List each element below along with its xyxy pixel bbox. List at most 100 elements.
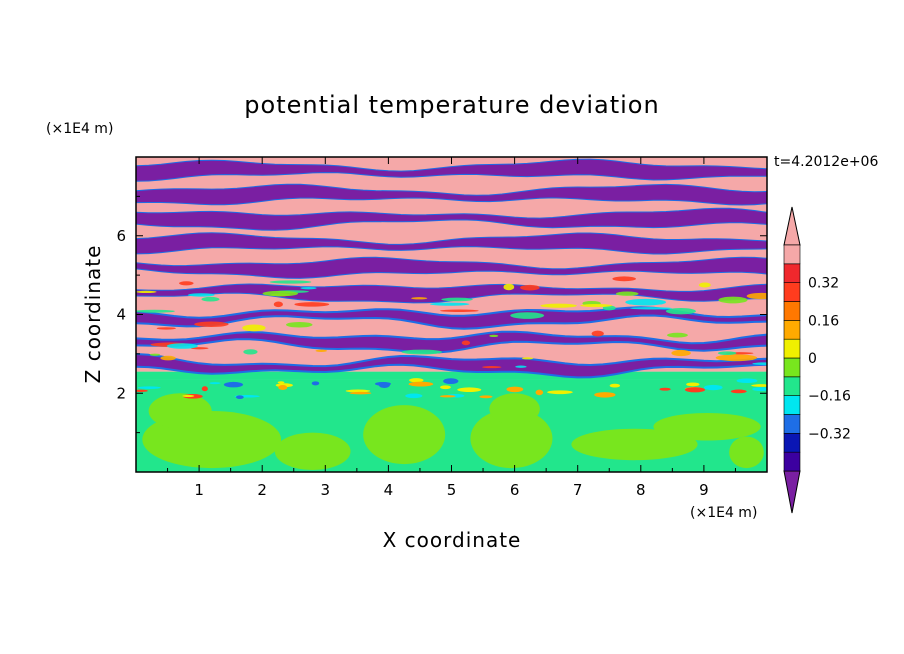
turbulent-lens [243, 349, 258, 355]
purple-band [136, 184, 767, 205]
colorbar-label: −0.32 [808, 426, 851, 442]
turbulent-lens [160, 355, 176, 361]
transition-blob [311, 381, 320, 386]
turbulent-lens [718, 296, 748, 304]
turbulent-lens [429, 302, 470, 306]
turbulent-lens [612, 276, 636, 282]
transition-blob [405, 393, 423, 399]
x-axis: 1 2 3 4 5 6 7 8 9 [167, 157, 736, 499]
turbulent-lens [515, 365, 527, 368]
turbulent-lens [166, 343, 198, 349]
colorbar-box [783, 433, 801, 453]
colorbar-box [783, 282, 801, 302]
colorbar-extend-max [783, 206, 801, 246]
y-unit-label: (×1E4 m) [46, 121, 113, 137]
turbulent-lens [411, 297, 428, 300]
x-unit-label: (×1E4 m) [690, 505, 757, 521]
turbulent-lens [439, 309, 479, 313]
x-tick-label: 2 [257, 481, 267, 499]
turbulent-lens [752, 362, 767, 365]
purple-band [136, 159, 767, 181]
y-tick-label: 6 [116, 227, 126, 245]
colorbar-label: −0.16 [808, 389, 851, 405]
transition-blob [277, 381, 285, 384]
turbulent-lens [136, 290, 157, 294]
transition-blob [278, 384, 288, 391]
transition-blob [686, 382, 700, 387]
x-tick-label: 8 [636, 481, 646, 499]
x-tick-label: 3 [321, 481, 331, 499]
purple-band [136, 355, 767, 377]
turbulent-lens [615, 291, 639, 296]
transition-blob [752, 387, 767, 392]
transition-blob [547, 390, 573, 395]
turbulent-lens [461, 340, 471, 346]
transition-blob [408, 381, 434, 387]
x-tick-label: 4 [384, 481, 394, 499]
turbulent-lens [179, 281, 194, 286]
x-axis-title: X coordinate [383, 528, 522, 552]
turbulent-lens [315, 349, 328, 352]
contour-field [136, 157, 767, 472]
transition-blob [594, 392, 616, 398]
x-tick-label: 1 [194, 481, 204, 499]
turbulent-lens [190, 347, 209, 350]
turbulent-lens [520, 284, 540, 291]
x-tick-label: 7 [573, 481, 583, 499]
transition-blob [659, 387, 671, 391]
transition-blob [736, 378, 758, 384]
x-tick-label: 6 [510, 481, 520, 499]
purple-band [136, 332, 767, 352]
transition-blob [439, 395, 456, 398]
colorbar-box [783, 263, 801, 283]
purple-band [136, 257, 767, 278]
turbulent-lens [201, 296, 220, 302]
turbulent-lens [262, 290, 299, 297]
turbulent-lens [156, 327, 176, 330]
colorbar-box [783, 376, 801, 396]
colorbar-box [783, 320, 801, 340]
colorbar-label: 0 [808, 351, 817, 367]
transition-blob [182, 394, 195, 398]
transition-blob [609, 383, 621, 388]
turbulent-lens [625, 298, 667, 306]
turbulent-lens [149, 353, 161, 356]
transition-blob [440, 385, 451, 390]
transition-blob [235, 395, 244, 399]
turbulent-lens [715, 354, 758, 362]
lime-patch [729, 436, 764, 469]
turbulent-lens [136, 309, 175, 313]
transition-blob [345, 389, 371, 393]
time-label: t=4.2012e+06 [774, 154, 878, 170]
turbulent-lens [746, 292, 767, 300]
y-axis: 2 4 6 [116, 195, 767, 434]
turbulent-lens [285, 321, 313, 328]
transition-blob [479, 395, 493, 399]
colorbar-label: 0.16 [808, 313, 839, 329]
lime-patch [363, 405, 446, 465]
turbulent-lens [441, 297, 473, 302]
y-tick-label: 2 [116, 384, 126, 402]
purple-band [136, 208, 767, 230]
turbulent-lens [242, 324, 266, 332]
turbulent-lens [630, 307, 673, 310]
lime-patch [653, 412, 761, 441]
purple-band [136, 233, 767, 254]
turbulent-lens [665, 308, 696, 315]
turbulent-lens [489, 334, 499, 338]
transition-blob [685, 387, 706, 393]
purple-band [136, 284, 767, 303]
transition-blob [443, 378, 459, 385]
transition-blob [506, 386, 524, 393]
purple-band [136, 308, 767, 328]
colorbar-box [783, 338, 801, 359]
colorbar-box [783, 357, 801, 378]
transition-blob [201, 386, 208, 392]
turbulent-lens [269, 280, 312, 284]
turbulent-lens [503, 283, 515, 291]
transition-blob [223, 381, 244, 388]
x-tick-label: 9 [699, 481, 709, 499]
transition-blob [751, 384, 767, 387]
chart-title: potential temperature deviation [244, 91, 659, 119]
turbulent-lens [698, 282, 711, 288]
